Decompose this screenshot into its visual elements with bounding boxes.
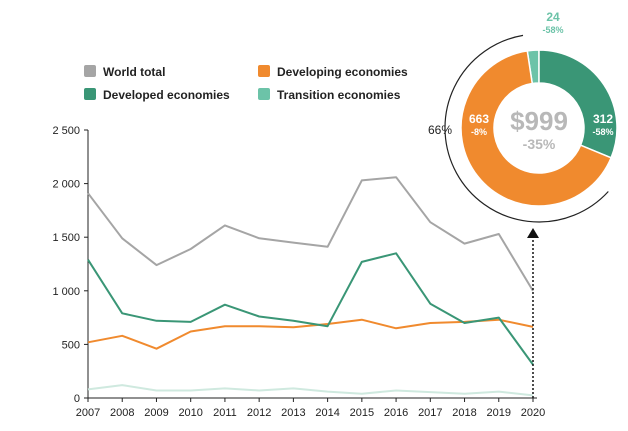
x-tick-label: 2016	[384, 407, 408, 419]
x-tick-label: 2018	[452, 407, 476, 419]
legend-label-developed: Developed economies	[103, 88, 230, 102]
legend-label-transition: Transition economies	[277, 88, 401, 102]
pointer-arrow	[527, 228, 539, 238]
developing-share-arc	[444, 34, 609, 223]
series-line-world-total	[87, 176, 534, 292]
x-tick-label: 2011	[213, 407, 237, 419]
y-tick-label: 2 500	[52, 125, 80, 137]
donut-label-developing-value: 663	[469, 112, 489, 126]
series-line-developed-economies	[87, 252, 534, 366]
series-line-developing-economies	[87, 318, 534, 350]
donut-center-change: -35%	[523, 136, 556, 152]
donut-label-transition-value: 24	[546, 10, 560, 24]
legend-swatch-transition	[258, 88, 270, 100]
legend: World total Developed economies Developi…	[84, 65, 408, 102]
donut-label-developed-change: -58%	[592, 127, 613, 137]
y-tick-label: 500	[62, 339, 80, 351]
donut-slice-developed-economies	[538, 49, 618, 159]
x-tick-label: 2019	[487, 407, 511, 419]
axes: 0 500 1 000 1 500 2 000 2 500 2007 2008 2009 2010…	[52, 125, 545, 419]
series-lines	[87, 176, 534, 397]
donut-label-developed-value: 312	[593, 112, 613, 126]
x-tick-label: 2010	[178, 407, 202, 419]
y-tick-label: 1 000	[52, 286, 80, 298]
legend-swatch-developing	[258, 65, 270, 77]
x-tick-label: 2009	[144, 407, 168, 419]
legend-label-developing: Developing economies	[277, 65, 408, 79]
x-tick-label: 2008	[110, 407, 134, 419]
developing-share-label: 66%	[428, 123, 452, 137]
donut-slice-developing-economies	[460, 50, 613, 207]
donut-label-transition-change: -58%	[542, 25, 563, 35]
x-tick-label: 2007	[76, 407, 100, 419]
legend-label-world-total: World total	[103, 65, 165, 79]
y-tick-label: 0	[74, 393, 80, 405]
series-line-transition-economies	[87, 384, 534, 397]
x-tick-label: 2017	[418, 407, 442, 419]
y-tick-label: 1 500	[52, 232, 80, 244]
donut-label-developing-change: -8%	[471, 127, 487, 137]
x-tick-label: 2013	[281, 407, 305, 419]
legend-swatch-world-total	[84, 65, 96, 77]
x-tick-label: 2015	[350, 407, 374, 419]
donut-chart: 663-8%312-58%24-58%	[460, 10, 618, 207]
x-tick-label: 2012	[247, 407, 271, 419]
donut-center-value: $999	[510, 106, 568, 136]
y-tick-label: 2 000	[52, 179, 80, 191]
x-tick-label: 2020	[521, 407, 545, 419]
x-tick-label: 2014	[315, 407, 339, 419]
legend-swatch-developed	[84, 88, 96, 100]
